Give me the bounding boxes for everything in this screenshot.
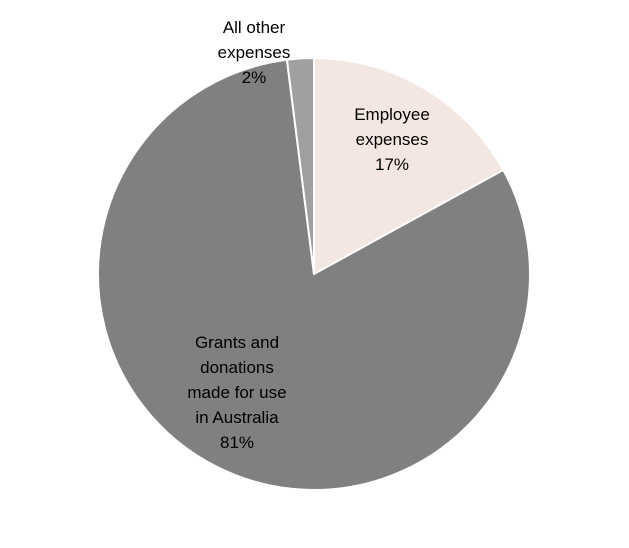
pie-slice-label: All other expenses 2%: [218, 18, 291, 87]
pie-slice-label-line: 81%: [220, 433, 254, 452]
pie-slice-label-line: expenses: [218, 43, 291, 62]
pie-slice-label-line: Employee: [354, 105, 430, 124]
pie-slice-label-line: donations: [200, 358, 274, 377]
pie-slice-label-line: Grants and: [195, 333, 279, 352]
pie-slice-label: Employee expenses 17%: [354, 105, 430, 174]
pie-slice-label-line: All other: [223, 18, 286, 37]
pie-slice-label-line: 2%: [242, 68, 267, 87]
pie-labels: Employee expenses 17% Grants and donations ma…: [187, 18, 429, 452]
pie-slice-label-line: expenses: [356, 130, 429, 149]
pie-slice-label-line: made for use: [187, 383, 286, 402]
pie-slice-label-line: 17%: [375, 155, 409, 174]
pie-slices: [97, 56, 531, 491]
pie-slice: [285, 56, 315, 275]
pie-slice: [313, 57, 505, 275]
pie-slice-label-line: in Australia: [195, 408, 279, 427]
pie-slice-label: Grants and donations made for use in Austra…: [187, 333, 286, 452]
